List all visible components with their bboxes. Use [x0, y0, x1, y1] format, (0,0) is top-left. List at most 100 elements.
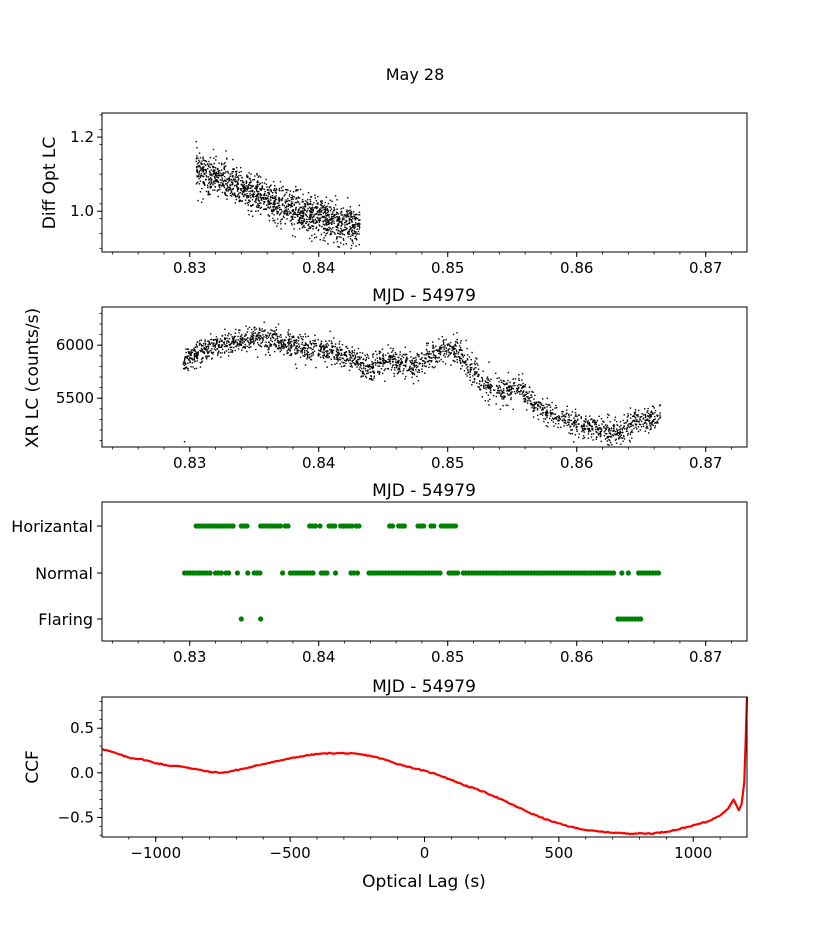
- xr-point: [480, 385, 482, 387]
- xr-point: [592, 428, 594, 430]
- opt-point: [294, 201, 297, 204]
- xr-point: [629, 407, 632, 409]
- xr-point: [387, 368, 390, 370]
- opt-point: [217, 189, 219, 191]
- xr-point: [412, 368, 414, 370]
- xr-point: [637, 415, 639, 418]
- xr-point: [231, 340, 233, 342]
- xr-point: [524, 386, 526, 388]
- opt-point: [324, 219, 326, 222]
- xr-point: [536, 414, 539, 417]
- xr-point: [233, 343, 235, 345]
- xr-point: [451, 345, 453, 348]
- opt-point: [333, 222, 335, 224]
- xr-point: [269, 354, 271, 356]
- opt-point: [294, 208, 297, 210]
- xr-point: [588, 430, 590, 432]
- xr-point: [185, 348, 187, 350]
- xr-point: [657, 418, 660, 421]
- opt-point: [217, 174, 219, 177]
- opt-point: [346, 223, 349, 225]
- xr-point: [648, 420, 650, 423]
- opt-point: [348, 219, 351, 222]
- opt-point: [279, 181, 282, 183]
- opt-point: [284, 210, 286, 213]
- xr-point: [354, 354, 356, 356]
- opt-point: [349, 218, 352, 221]
- xr-point: [537, 418, 540, 421]
- opt-point: [319, 217, 322, 219]
- xr-point: [246, 350, 248, 353]
- opt-point: [275, 192, 277, 194]
- xr-point: [473, 378, 476, 380]
- xr-point: [413, 362, 415, 364]
- opt-point: [326, 221, 328, 223]
- opt-point: [301, 221, 304, 224]
- opt-point: [210, 174, 212, 176]
- xr-point: [596, 427, 599, 429]
- xr-point: [395, 364, 397, 366]
- opt-point: [327, 243, 329, 245]
- opt-point: [338, 232, 340, 235]
- xr-point: [392, 361, 394, 363]
- xr-point: [426, 352, 429, 354]
- xr-point: [460, 367, 462, 370]
- xr-point: [214, 346, 216, 349]
- xr-point: [277, 348, 280, 350]
- opt-point: [267, 201, 269, 203]
- xr-point: [304, 364, 307, 366]
- xr-point: [258, 331, 261, 334]
- opt-point: [261, 185, 264, 187]
- opt-point: [216, 179, 219, 181]
- opt-point: [354, 232, 356, 234]
- xr-point: [321, 351, 324, 353]
- xr-point: [528, 391, 531, 393]
- opt-point: [244, 202, 247, 205]
- xr-point: [470, 368, 473, 371]
- xr-point: [266, 345, 268, 347]
- xr-point: [521, 386, 524, 388]
- xr-point: [513, 382, 515, 385]
- xr-point: [563, 419, 566, 421]
- xr-point: [322, 354, 324, 357]
- opt-point: [243, 185, 246, 188]
- opt-point: [223, 176, 226, 178]
- xr-point: [421, 353, 423, 355]
- opt-point: [246, 175, 248, 178]
- xr-point: [398, 356, 400, 358]
- xr-point: [654, 409, 657, 412]
- xr-point: [472, 375, 474, 377]
- opt-point: [228, 177, 230, 179]
- opt-point: [252, 203, 254, 206]
- opt-point: [249, 192, 251, 195]
- opt-point: [234, 176, 237, 178]
- opt-point: [210, 178, 212, 180]
- xr-point: [201, 360, 203, 362]
- xr-point: [517, 387, 519, 390]
- opt-point: [272, 180, 275, 183]
- opt-point: [307, 192, 310, 194]
- xr-point: [186, 357, 188, 359]
- xr-point: [433, 350, 435, 352]
- xr-point: [577, 419, 579, 421]
- xr-point: [256, 356, 259, 358]
- opt-point: [218, 174, 220, 176]
- opt-point: [291, 209, 293, 212]
- opt-point: [226, 187, 229, 190]
- opt-point: [247, 204, 249, 206]
- xr-point: [573, 424, 575, 426]
- opt-point: [302, 221, 305, 223]
- xr-point: [286, 352, 288, 355]
- xr-point: [343, 361, 345, 364]
- opt-point: [212, 148, 215, 151]
- xr-point: [425, 352, 428, 355]
- opt-point: [348, 213, 350, 215]
- xr-point: [189, 354, 191, 356]
- xr-point: [200, 349, 203, 352]
- xr-point: [250, 346, 252, 348]
- xr-point: [233, 336, 235, 339]
- xr-point: [453, 360, 455, 362]
- xr-point: [647, 407, 649, 410]
- xr-point: [546, 416, 548, 419]
- xr-point: [378, 365, 381, 367]
